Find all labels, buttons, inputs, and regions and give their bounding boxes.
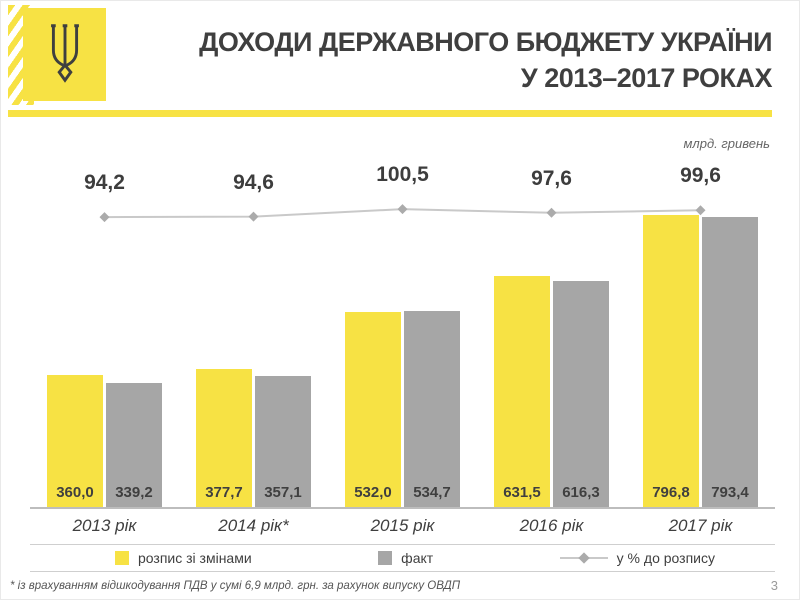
bar-fact: 793,4 <box>702 217 758 507</box>
legend-line-sample <box>559 551 608 564</box>
bar-value-label: 616,3 <box>562 484 600 501</box>
percent-label: 99,6 <box>680 164 721 188</box>
bar-value-label: 357,1 <box>264 484 302 501</box>
chart-group: 377,7 357,1 <box>179 369 328 507</box>
legend-label: факт <box>401 549 434 566</box>
chart-plot-area: 360,0 339,2 377,7 357,1 532,0 534,7 631,5 616,3… <box>30 152 775 509</box>
chart-group: 360,0 339,2 <box>30 375 179 507</box>
trident-icon <box>50 24 79 83</box>
bar-plan: 631,5 <box>494 276 550 507</box>
category-axis: 2013 рік 2014 рік* 2015 рік 2016 рік 2017 рі… <box>30 509 775 545</box>
bar-pair: 360,0 339,2 <box>47 375 162 507</box>
diamond-marker <box>397 204 408 215</box>
bar-plan: 532,0 <box>345 312 401 507</box>
bar-value-label: 532,0 <box>354 484 392 501</box>
bar-plan: 796,8 <box>643 215 699 507</box>
bar-value-label: 377,7 <box>205 484 243 501</box>
category-label: 2013 рік <box>72 516 137 535</box>
bar-pair: 377,7 357,1 <box>196 369 311 507</box>
category-label: 2016 рік <box>519 516 584 535</box>
bar-value-label: 631,5 <box>503 484 541 501</box>
title-line-1: ДОХОДИ ДЕРЖАВНОГО БЮДЖЕТУ УКРАЇНИ <box>199 27 772 57</box>
bar-fact: 616,3 <box>553 281 609 507</box>
chart-group: 532,0 534,7 <box>328 311 477 507</box>
legend-item: розпис зі змінами <box>115 550 252 566</box>
accent-bar <box>8 110 772 117</box>
category-label: 2017 рік <box>668 516 733 535</box>
bar-fact: 339,2 <box>106 383 162 507</box>
legend-label: у % до розпису <box>616 549 715 566</box>
bar-pair: 796,8 793,4 <box>643 215 758 507</box>
percent-label: 94,6 <box>233 170 274 194</box>
bar-value-label: 534,7 <box>413 484 451 501</box>
percent-label: 94,2 <box>84 171 125 195</box>
diamond-marker <box>99 212 110 223</box>
page-number: 3 <box>770 578 778 593</box>
percent-label: 100,5 <box>376 163 429 187</box>
unit-label: млрд. гривень <box>683 136 770 151</box>
title-line-2: У 2013–2017 РОКАХ <box>520 63 773 93</box>
bar-value-label: 796,8 <box>652 484 690 501</box>
legend-swatch <box>378 550 393 565</box>
diamond-marker <box>695 205 706 216</box>
bar-fact: 534,7 <box>404 311 460 507</box>
legend: розпис зі змінами факт у % до розпису <box>30 544 775 572</box>
legend-diamond-icon <box>578 551 590 564</box>
emblem-box <box>23 8 106 101</box>
bar-plan: 377,7 <box>196 369 252 507</box>
bar-value-label: 793,4 <box>711 484 749 501</box>
legend-item: факт <box>378 550 433 566</box>
bar-value-label: 339,2 <box>115 484 153 501</box>
percent-label: 97,6 <box>531 166 572 190</box>
category-label: 2015 рік <box>370 516 435 535</box>
bar-pair: 532,0 534,7 <box>345 311 460 507</box>
legend-swatch <box>115 550 129 565</box>
bar-fact: 357,1 <box>255 376 311 507</box>
ukraine-trident-emblem <box>8 5 108 105</box>
diamond-marker <box>248 211 259 222</box>
legend-label: розпис зі змінами <box>138 549 252 566</box>
category-label: 2014 рік* <box>218 516 289 535</box>
footnote: * із врахуванням відшкодування ПДВ у сум… <box>10 580 461 592</box>
bar-pair: 631,5 616,3 <box>494 276 609 507</box>
bar-plan: 360,0 <box>47 375 103 507</box>
chart-group: 796,8 793,4 <box>626 215 775 507</box>
bar-value-label: 360,0 <box>56 484 94 501</box>
chart-group: 631,5 616,3 <box>477 276 626 507</box>
diamond-marker <box>546 207 557 218</box>
legend-item: у % до розпису <box>559 549 715 566</box>
slide-title: ДОХОДИ ДЕРЖАВНОГО БЮДЖЕТУ УКРАЇНИ У 2013… <box>199 24 772 96</box>
